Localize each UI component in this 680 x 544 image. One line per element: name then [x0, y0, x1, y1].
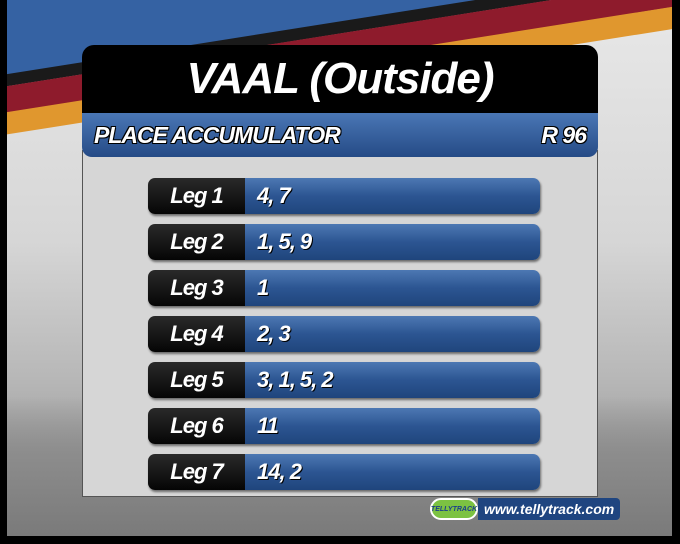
title-bar: VAAL (Outside) [82, 45, 598, 113]
leg-runners: 2, 3 [245, 316, 540, 352]
leg-row: Leg 1 4, 7 [148, 178, 540, 214]
tellytrack-badge-icon: TELLYTRACK [430, 498, 478, 520]
header-card: VAAL (Outside) PLACE ACCUMULATOR R 96 [82, 45, 598, 157]
logo-text: TELLYTRACK [430, 505, 478, 513]
tellytrack-logo: TELLYTRACK www.tellytrack.com [430, 498, 621, 520]
bet-type: PLACE ACCUMULATOR [94, 121, 341, 148]
leg-label: Leg 1 [148, 178, 245, 214]
leg-runners: 11 [245, 408, 540, 444]
website-url: www.tellytrack.com [478, 498, 621, 520]
leg-label: Leg 6 [148, 408, 245, 444]
leg-runners: 1 [245, 270, 540, 306]
leg-label: Leg 7 [148, 454, 245, 490]
leg-row: Leg 4 2, 3 [148, 316, 540, 352]
leg-runners: 3, 1, 5, 2 [245, 362, 540, 398]
leg-label: Leg 2 [148, 224, 245, 260]
leg-label: Leg 5 [148, 362, 245, 398]
leg-label: Leg 3 [148, 270, 245, 306]
leg-row: Leg 2 1, 5, 9 [148, 224, 540, 260]
leg-row: Leg 7 14, 2 [148, 454, 540, 490]
leg-row: Leg 5 3, 1, 5, 2 [148, 362, 540, 398]
page-title: VAAL (Outside) [186, 54, 494, 103]
leg-label: Leg 4 [148, 316, 245, 352]
leg-runners: 14, 2 [245, 454, 540, 490]
leg-row: Leg 6 11 [148, 408, 540, 444]
leg-runners: 4, 7 [245, 178, 540, 214]
subtitle-bar: PLACE ACCUMULATOR R 96 [82, 113, 598, 157]
leg-runners: 1, 5, 9 [245, 224, 540, 260]
pool-amount: R 96 [541, 121, 587, 148]
